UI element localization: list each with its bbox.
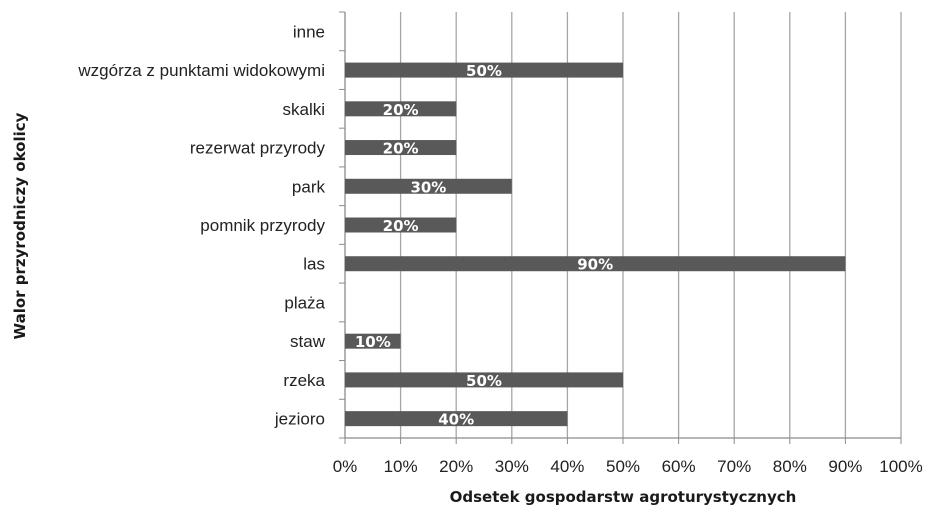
category-label: skalki xyxy=(282,100,325,119)
category-label: rezerwat przyrody xyxy=(190,139,326,158)
category-label: las xyxy=(303,255,325,274)
x-tick-label: 100% xyxy=(879,457,922,476)
x-axis-title: Odsetek gospodarstw agroturystycznych xyxy=(450,488,797,506)
bar xyxy=(345,178,512,194)
category-label: wzgórza z punktami widokowymi xyxy=(77,61,325,80)
data-label: 90% xyxy=(577,256,613,274)
x-tick-label: 50% xyxy=(606,457,640,476)
data-label: 50% xyxy=(466,62,502,80)
data-label: 40% xyxy=(438,411,474,429)
category-label: pomnik przyrody xyxy=(200,216,325,235)
data-label: 20% xyxy=(383,217,419,235)
label-layer: 0% 10% 20% 30% 40% 50% 60% 70% 80% 90% 100% inne wzg… xyxy=(77,22,922,476)
category-label: plaża xyxy=(284,293,325,312)
bar-layer xyxy=(345,62,846,427)
data-label: 20% xyxy=(383,140,419,158)
data-label: 20% xyxy=(383,101,419,119)
bar xyxy=(345,217,457,233)
bar xyxy=(345,411,568,427)
x-tick-label: 40% xyxy=(550,457,584,476)
x-tick-label: 30% xyxy=(495,457,529,476)
data-label: 30% xyxy=(410,178,446,196)
x-tick-label: 90% xyxy=(828,457,862,476)
category-label: inne xyxy=(293,22,325,41)
category-label: staw xyxy=(290,332,326,351)
bar xyxy=(345,372,623,388)
x-tick-label: 80% xyxy=(773,457,807,476)
bar xyxy=(345,333,401,349)
data-label: 50% xyxy=(466,372,502,390)
bar xyxy=(345,256,846,272)
bar xyxy=(345,101,457,117)
bar xyxy=(345,62,623,78)
x-tick-label: 0% xyxy=(333,457,358,476)
x-tick-label: 60% xyxy=(662,457,696,476)
x-tick-label: 10% xyxy=(384,457,418,476)
x-tick-label: 20% xyxy=(439,457,473,476)
category-label: park xyxy=(292,177,326,196)
y-axis-title: Walor przyrodniczy okolicy xyxy=(11,112,29,339)
data-label: 10% xyxy=(355,333,391,351)
bar xyxy=(345,140,457,156)
category-label: jezioro xyxy=(274,410,325,429)
category-label: rzeka xyxy=(283,371,325,390)
x-tick-label: 70% xyxy=(717,457,751,476)
